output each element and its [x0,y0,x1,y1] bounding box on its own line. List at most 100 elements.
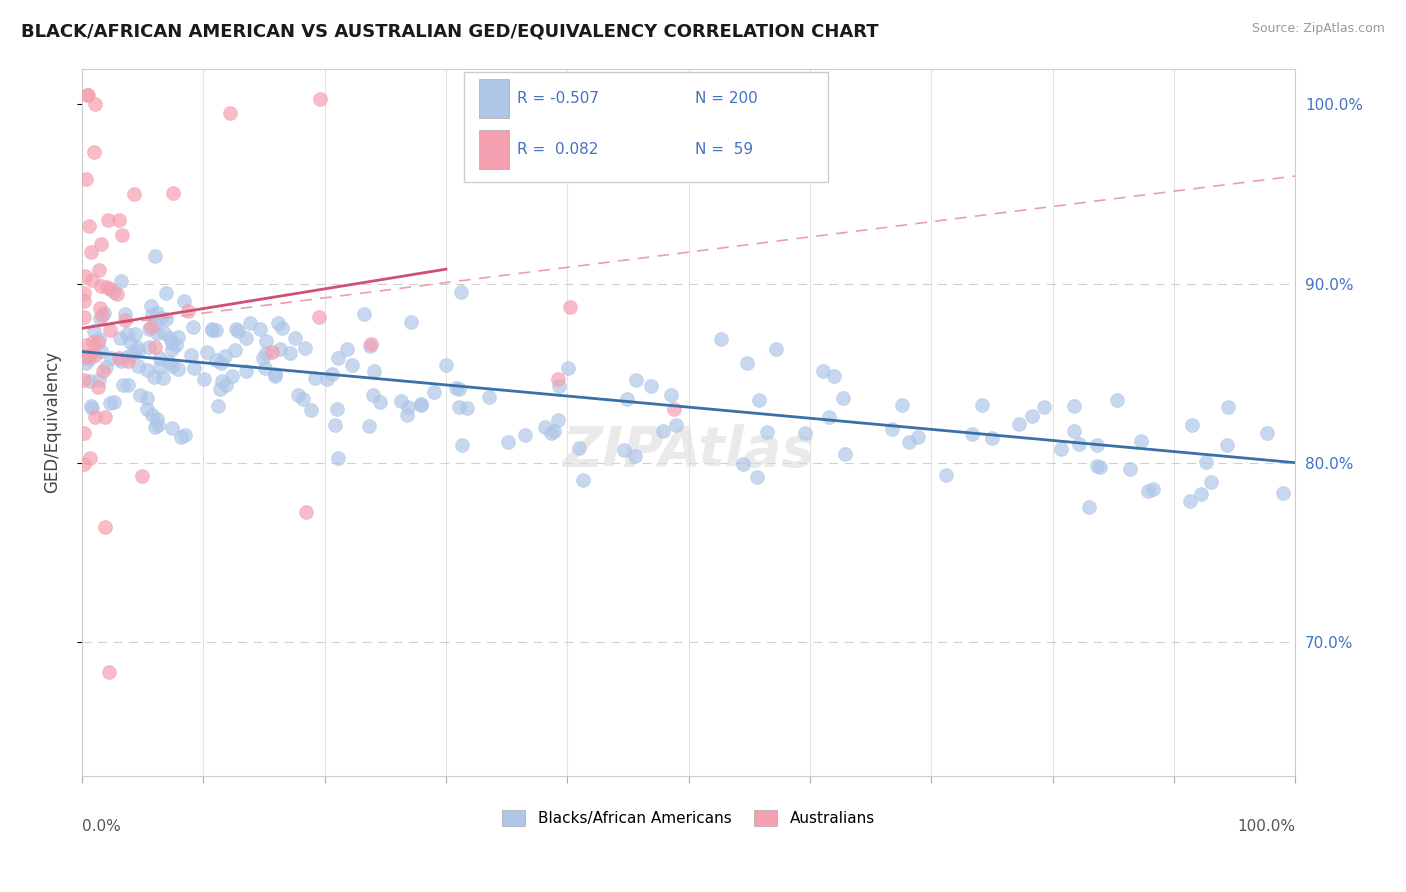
Bar [478,79,509,118]
Point [122,346,145,360]
Point [75,350,97,364]
Point [254,334,277,349]
Point [75,356,97,370]
Point [160,421,183,435]
Point [75,338,97,352]
Point [395,408,418,422]
Point [103,285,125,300]
Point [141,408,163,422]
Point [146,306,169,320]
Point [811,364,834,378]
Point [1021,409,1043,423]
Point [326,351,349,365]
Y-axis label: GED/Equivalency: GED/Equivalency [44,351,60,493]
Point [214,350,236,364]
Point [117,377,139,392]
Point [193,372,215,386]
Point [77,349,100,363]
Point [135,402,157,417]
Point [80,401,103,416]
Point [235,364,257,378]
Point [98,323,121,337]
Point [450,285,472,299]
Point [340,358,363,372]
Point [765,343,787,357]
Point [264,368,287,383]
Point [96,280,118,294]
Point [155,312,177,326]
Point [547,413,569,427]
Text: ZIPAtlas: ZIPAtlas [562,424,814,477]
Point [160,359,183,373]
Point [1105,393,1128,408]
Point [157,355,180,369]
Point [1199,475,1222,490]
Point [73,286,96,301]
Point [891,398,914,412]
Point [173,293,195,308]
Text: N = 200: N = 200 [695,91,758,106]
Point [124,326,146,341]
Point [195,345,218,359]
Point [249,322,271,336]
Point [1137,483,1160,498]
Point [449,401,471,415]
Point [834,447,856,461]
Point [558,300,581,314]
Point [205,323,228,337]
Point [221,369,243,384]
Point [131,468,153,483]
Point [444,381,467,395]
Point [73,293,96,308]
Point [308,310,330,324]
Point [94,520,117,534]
Point [496,435,519,450]
Point [165,338,187,352]
Point [1085,458,1108,473]
Point [143,317,166,331]
Point [139,299,162,313]
Point [145,411,167,425]
Point [90,309,112,323]
Point [624,373,647,387]
Point [970,398,993,412]
Point [79,450,101,465]
Point [253,360,276,375]
Point [1191,487,1213,501]
Point [316,372,339,386]
Point [141,308,163,322]
Point [616,392,638,407]
Point [1063,399,1085,413]
Point [89,311,111,326]
Point [148,351,170,365]
Point [108,351,131,366]
Point [205,352,228,367]
Point [304,371,326,385]
Point [498,147,520,161]
Point [321,368,343,382]
Point [83,325,105,339]
Point [153,326,176,340]
Point [239,316,262,330]
Point [252,351,274,365]
Point [1216,400,1239,414]
Point [117,354,139,368]
Point [568,441,591,455]
Point [84,409,107,424]
Point [82,272,104,286]
Point [745,469,768,483]
Point [90,237,112,252]
Point [353,307,375,321]
Point [83,145,105,159]
Point [361,388,384,402]
Point [160,335,183,350]
Point [1033,401,1056,415]
Point [832,392,855,406]
Point [103,395,125,409]
Point [82,335,104,350]
Point [1063,424,1085,438]
Point [89,301,111,315]
Point [209,356,232,370]
Point [76,88,98,103]
Point [138,340,160,354]
